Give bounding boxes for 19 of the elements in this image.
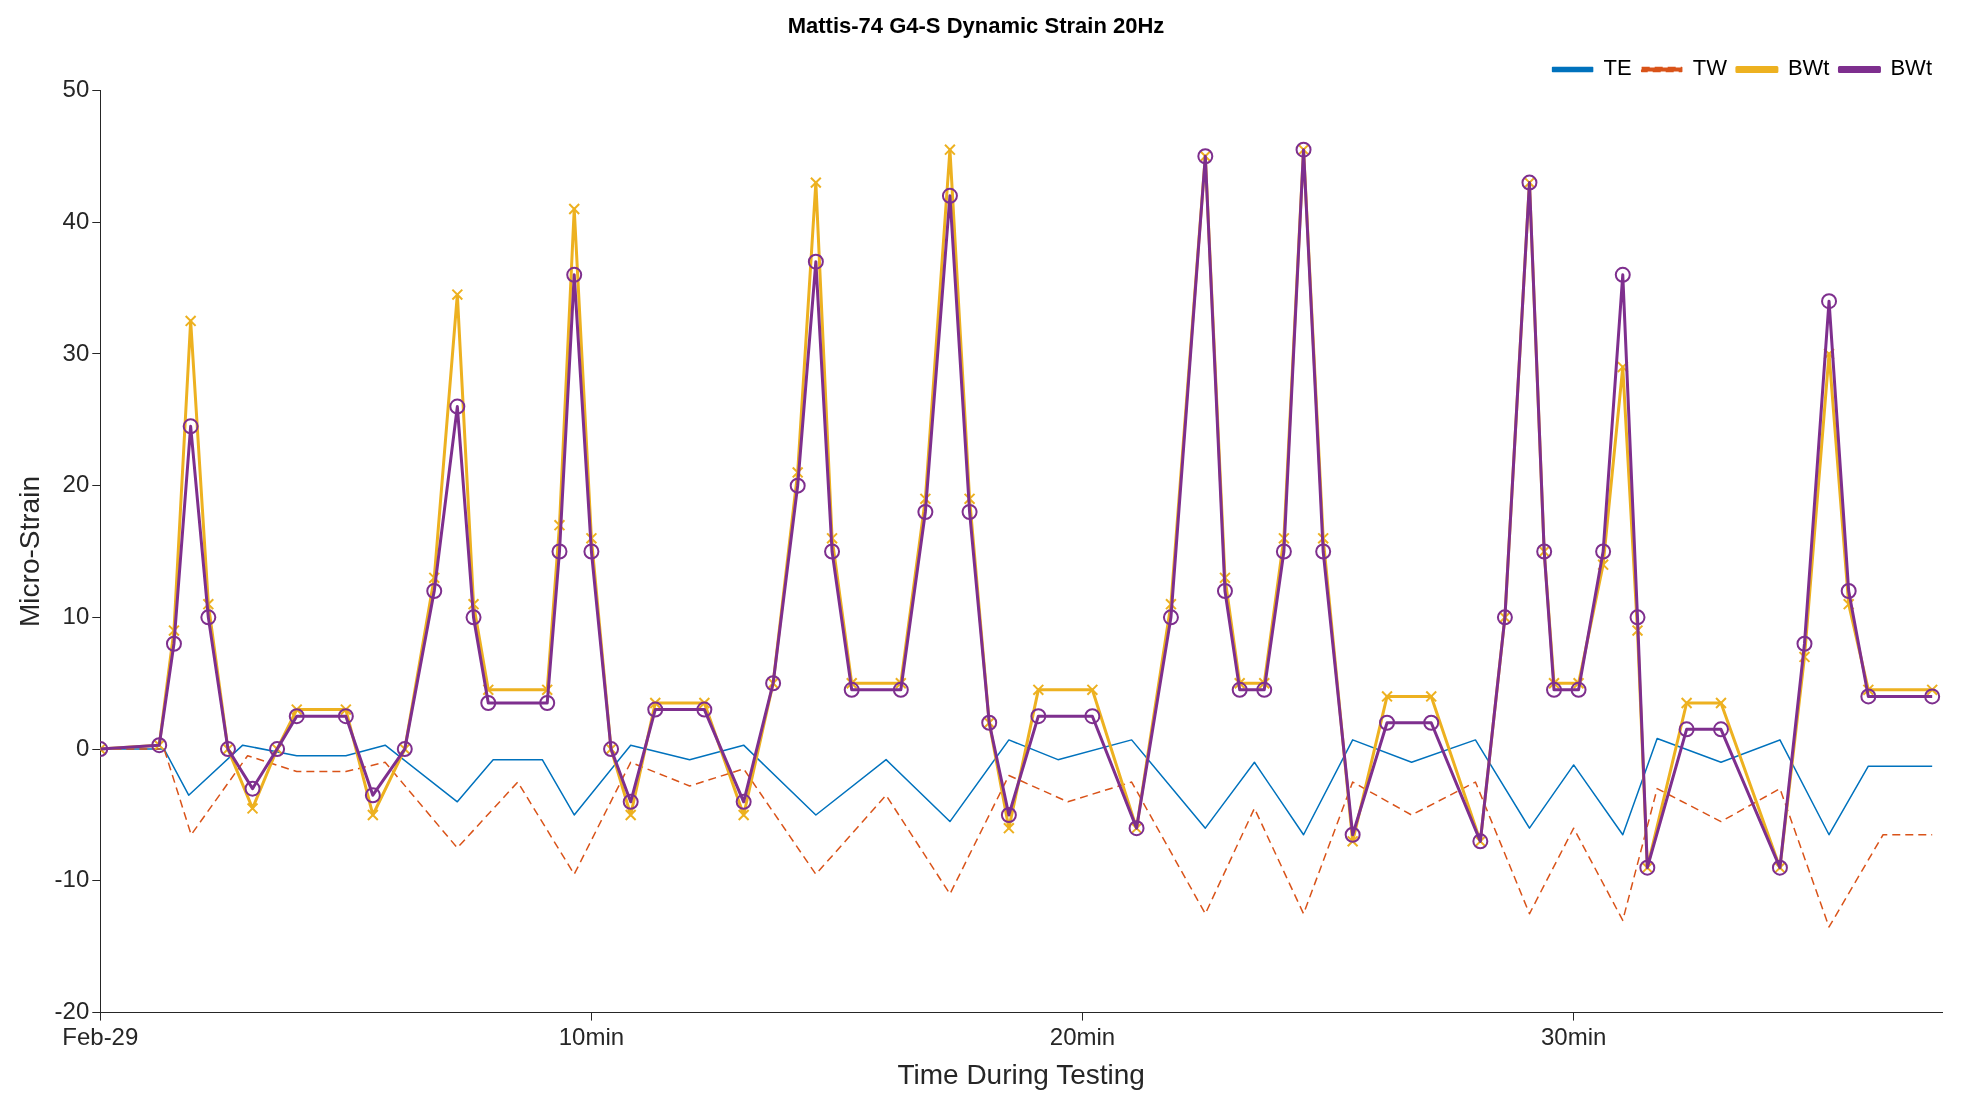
legend-label: TE [1603,55,1632,81]
chart-title: Mattis-74 G4-S Dynamic Strain 20Hz [787,13,1165,39]
x-axis-title: Time During Testing [897,1058,1145,1090]
y-tick-label: -20 [54,997,90,1025]
y-tick-label: 0 [75,733,90,761]
x-tick-label: Feb-29 [62,1022,139,1050]
x-tick-label: 30min [1540,1022,1607,1050]
y-axis-title: Micro-Strain [13,476,45,627]
y-tick-label: 50 [62,75,90,103]
y-tick-label: 30 [62,338,90,366]
legend-label: TW [1692,55,1728,81]
y-tick-label: 20 [62,470,90,498]
legend-label: BWt [1787,55,1830,81]
y-tick-label: -10 [54,865,90,893]
legend-label: BWt [1890,55,1933,81]
x-tick-label: 20min [1049,1022,1116,1050]
y-tick-label: 10 [62,602,90,629]
y-tick-label: 40 [62,206,90,234]
x-tick-label: 10min [558,1022,625,1050]
